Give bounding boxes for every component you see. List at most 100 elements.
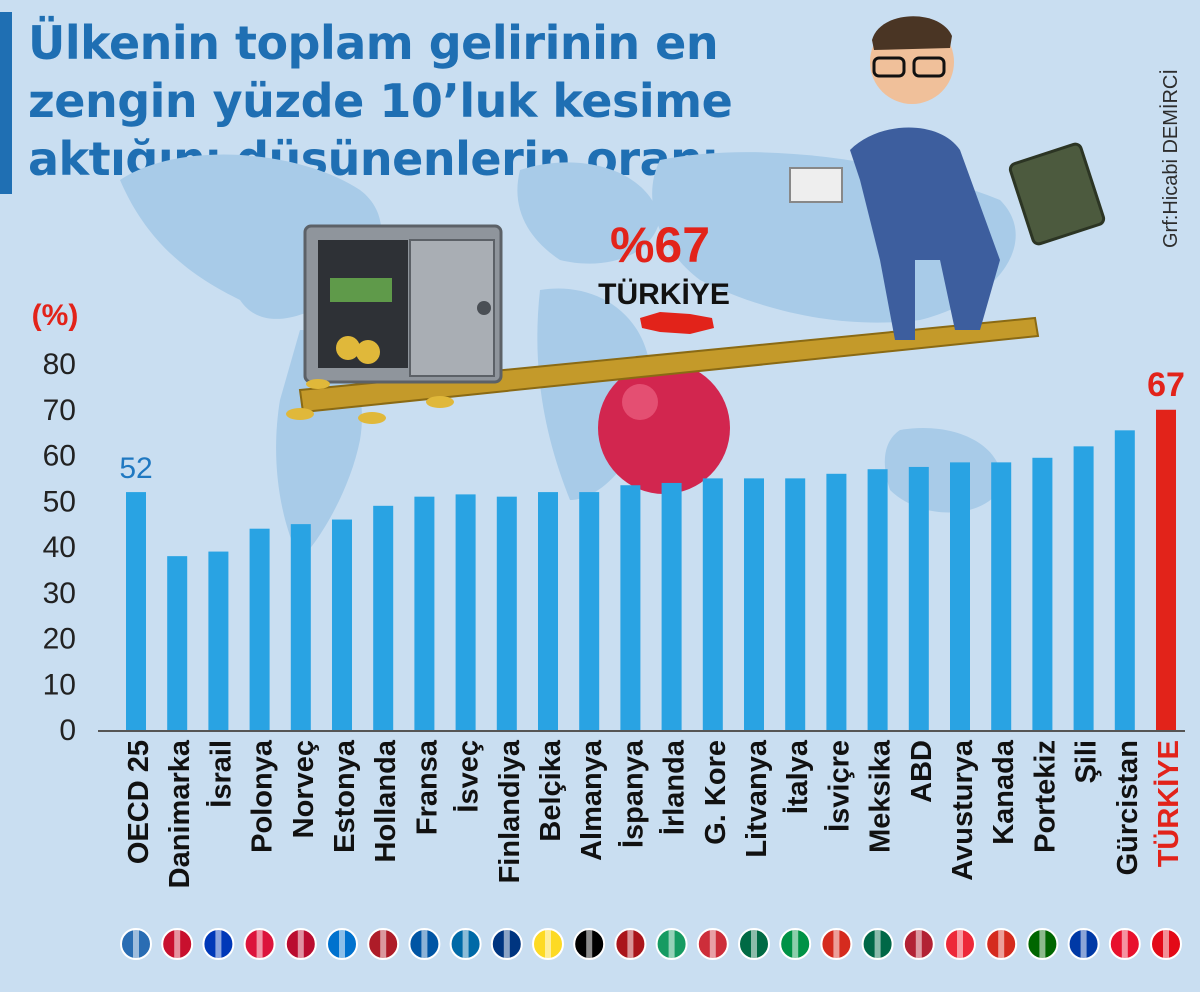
flag-icon — [614, 928, 647, 960]
y-tick-label: 80 — [43, 348, 76, 381]
category-label: Portekiz — [1029, 740, 1061, 853]
y-tick-label: 70 — [43, 394, 76, 427]
category-label: İtalya — [782, 739, 814, 814]
bar — [908, 466, 929, 730]
bar — [290, 524, 311, 730]
flag-icon — [944, 928, 976, 960]
flag-icon — [243, 928, 276, 960]
category-label: Fransa — [411, 739, 443, 835]
category-label: TÜRKİYE — [1152, 740, 1185, 867]
category-label: İrlanda — [659, 739, 691, 835]
flag-icon — [985, 928, 1018, 960]
businessman-illustration — [789, 16, 1106, 340]
category-label: İspanya — [617, 739, 649, 848]
category-label: İsviçre — [823, 740, 855, 832]
x-axis-category-labels: OECD 25 Danimarka İsrail Polonya Norveç Eston… — [123, 739, 1185, 888]
bar — [414, 496, 435, 730]
category-label: Almanya — [576, 739, 608, 861]
data-labels: 52 67 — [119, 366, 1185, 485]
coins-icon — [286, 379, 454, 424]
flag-icon — [573, 928, 606, 960]
bar — [785, 478, 806, 730]
y-tick-label: 60 — [43, 440, 76, 473]
y-tick-label: 50 — [43, 485, 76, 518]
category-label: Litvanya — [741, 739, 773, 858]
title-accent-bar — [0, 12, 12, 194]
flag-icon — [738, 928, 770, 960]
bar — [620, 485, 641, 730]
flag-icon — [202, 928, 235, 960]
flag-icon — [284, 928, 317, 960]
flag-icon — [326, 928, 358, 960]
bar — [950, 462, 970, 730]
bar — [1156, 409, 1176, 730]
bar — [455, 494, 476, 730]
category-label: Danimarka — [164, 739, 196, 888]
flag-icon — [532, 928, 564, 960]
bar — [661, 482, 682, 730]
category-label: Kanada — [988, 739, 1020, 845]
bar — [249, 528, 270, 730]
category-label: Meksika — [865, 739, 897, 853]
bar — [826, 473, 847, 730]
y-tick-label: 30 — [43, 577, 76, 610]
category-label: Polonya — [247, 739, 279, 853]
y-axis-label: (%) — [32, 299, 79, 332]
bar — [579, 492, 600, 730]
category-label: İsveç — [453, 740, 485, 813]
category-label: G. Kore — [700, 740, 732, 845]
flag-icon — [120, 928, 152, 960]
category-label: Finlandiya — [494, 739, 526, 883]
flag-icon — [820, 928, 853, 960]
turkey-callout: %67 TÜRKİYE — [598, 217, 730, 334]
flag-icon — [696, 928, 729, 960]
y-tick-label: 40 — [43, 531, 76, 564]
turkey-callout-value: %67 — [610, 217, 710, 273]
category-label: ABD — [906, 740, 938, 803]
bar — [126, 492, 146, 730]
category-label: Hollanda — [370, 739, 402, 862]
bar — [744, 478, 764, 730]
flag-icon — [779, 928, 812, 960]
y-tick-label: 0 — [59, 714, 76, 747]
bar — [373, 505, 394, 730]
flag-icon — [861, 928, 894, 960]
country-flags — [120, 928, 1182, 960]
bar — [167, 556, 188, 730]
flag-icon — [655, 928, 688, 960]
category-label: OECD 25 — [123, 740, 155, 864]
flag-icon — [902, 928, 935, 960]
bar — [867, 469, 888, 730]
y-tick-label: 10 — [43, 668, 76, 701]
bar — [538, 492, 558, 730]
flag-icon — [1108, 928, 1141, 960]
bar — [702, 478, 723, 730]
flag-icon — [449, 928, 482, 960]
y-axis: (%) 0 10 20 30 40 50 60 70 80 — [32, 299, 1185, 747]
data-label: 52 — [119, 452, 152, 485]
category-label: Gürcistan — [1112, 740, 1144, 875]
bar — [1114, 430, 1135, 730]
category-label: Şili — [1071, 740, 1103, 784]
bar — [991, 462, 1012, 730]
flag-icon — [1026, 928, 1059, 960]
flag-icon — [1067, 928, 1100, 960]
turkey-callout-country: TÜRKİYE — [598, 278, 730, 311]
bar — [496, 496, 517, 730]
flag-icon — [490, 928, 523, 960]
category-label: Norveç — [288, 740, 320, 838]
flag-icon — [1150, 928, 1182, 960]
seesaw-illustration — [286, 16, 1106, 494]
flag-icon — [367, 928, 400, 960]
bars — [126, 409, 1176, 730]
bar — [1032, 457, 1053, 730]
safe-icon — [303, 224, 503, 384]
category-label: Avusturya — [947, 739, 979, 881]
bar — [1073, 446, 1094, 730]
flag-icon — [408, 928, 441, 960]
category-label: Belçika — [535, 739, 567, 841]
bar — [332, 519, 352, 730]
data-label: 67 — [1147, 366, 1185, 404]
